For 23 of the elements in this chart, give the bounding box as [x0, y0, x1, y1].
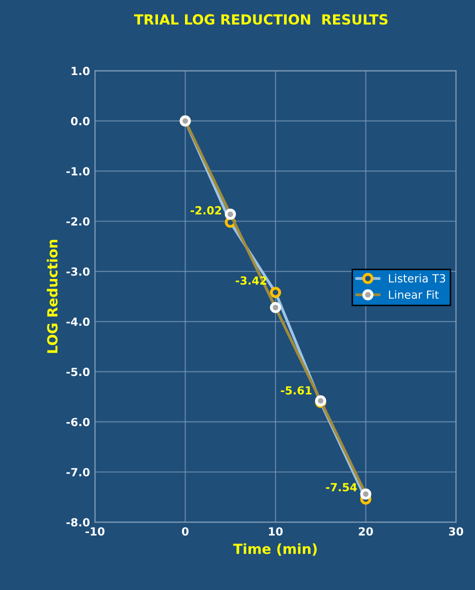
data-label: -2.02 — [190, 206, 222, 215]
y-tick-label: 0.0 — [70, 116, 90, 126]
data-label: -7.54 — [326, 483, 357, 492]
y-tick-label: 1.0 — [72, 66, 90, 76]
x-axis-title: Time (min) — [233, 543, 317, 556]
y-tick-label: -3.0 — [66, 267, 90, 276]
y-axis-title: LOG Reduction — [46, 240, 58, 353]
y-tick-label: -5.0 — [66, 368, 90, 376]
x-tick-label: 10 — [269, 527, 283, 536]
y-tick-label: -8.0 — [66, 518, 90, 527]
y-tick-label: -2.0 — [66, 217, 90, 226]
x-tick-label: 0 — [182, 527, 189, 536]
y-tick-label: -7.0 — [66, 468, 90, 476]
legend-label: Linear Fit — [388, 290, 439, 299]
chart-title: TRIAL LOG REDUCTION RESULTS — [134, 14, 388, 25]
x-tick-label: 20 — [358, 527, 373, 536]
y-tick-label: -1.0 — [66, 167, 90, 176]
data-label: -5.61 — [280, 386, 312, 395]
x-tick-label: -10 — [86, 527, 105, 536]
legend-label: Listeria T3 — [388, 274, 446, 283]
y-tick-label: -6.0 — [66, 418, 90, 426]
x-tick-label: 30 — [449, 527, 464, 536]
y-tick-label: -4.0 — [66, 318, 90, 326]
